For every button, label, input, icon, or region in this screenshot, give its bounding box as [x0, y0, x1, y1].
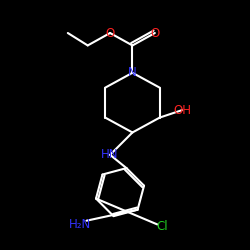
Text: N: N — [128, 66, 137, 79]
Text: Cl: Cl — [156, 220, 168, 234]
Text: OH: OH — [173, 104, 191, 117]
Text: H₂N: H₂N — [69, 218, 92, 231]
Text: O: O — [106, 26, 115, 40]
Text: HN: HN — [101, 148, 119, 161]
Text: O: O — [150, 26, 160, 40]
